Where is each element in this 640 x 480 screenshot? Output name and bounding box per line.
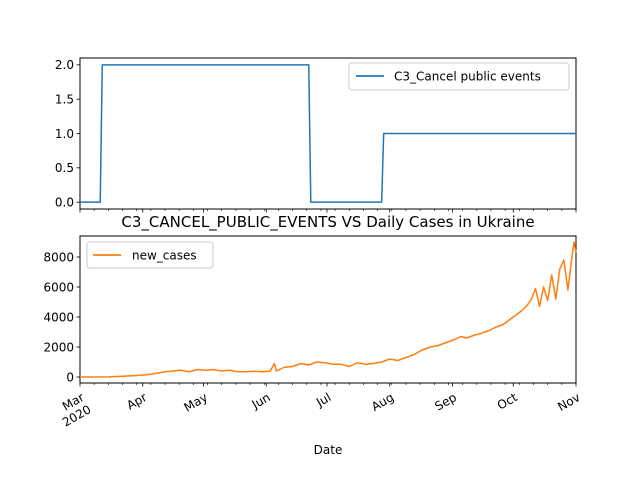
top-series-line-0: [80, 64, 576, 203]
top-y-tick-label: 1.0: [55, 127, 74, 141]
x-tick-label: Jun: [249, 390, 273, 412]
bottom-series: [79, 241, 577, 378]
top-subplot: 0.0 0.5 1.0 1.5 2.0 C3_Cancel public events: [55, 57, 577, 213]
x-tick-label-group: Nov: [555, 390, 582, 414]
x-tick-label: Nov: [555, 390, 582, 414]
bottom-legend: new_cases: [86, 241, 214, 269]
x-tick-label-group: Apr: [124, 390, 149, 413]
bottom-y-tick-label: 4000: [43, 310, 74, 324]
x-tick-label: Apr: [124, 390, 149, 413]
top-y-tick-label: 0.5: [55, 161, 74, 175]
x-tick-label-group: Oct: [495, 390, 520, 413]
x-axis-label: Date: [314, 443, 343, 457]
bottom-legend-box: [86, 241, 214, 269]
bottom-subplot: C3_CANCEL_PUBLIC_EVENTS VS Daily Cases i…: [43, 213, 582, 457]
chart-title: C3_CANCEL_PUBLIC_EVENTS VS Daily Cases i…: [121, 213, 534, 232]
top-x-axis: [79, 209, 577, 213]
x-tick-label-group: May: [182, 390, 210, 415]
x-tick-label-group: Jun: [249, 390, 273, 412]
top-y-axis: 0.0 0.5 1.0 1.5 2.0: [55, 58, 80, 209]
x-tick-label-group: Jul: [313, 390, 333, 410]
top-y-tick-label: 0.0: [55, 195, 74, 209]
top-legend-label: C3_Cancel public events: [394, 70, 541, 84]
bottom-legend-label: new_cases: [132, 249, 197, 263]
bottom-y-tick-label: 8000: [43, 250, 74, 264]
top-legend-box: [348, 62, 570, 91]
bottom-series-line-0: [79, 241, 577, 378]
bottom-plot-frame: [79, 235, 577, 384]
bottom-y-tick-label: 6000: [43, 280, 74, 294]
top-series: [80, 64, 576, 203]
bottom-y-tick-label: 0: [66, 370, 74, 384]
x-tick-label: Sep: [432, 390, 459, 413]
bottom-y-axis: 0 2000 4000 6000 8000: [43, 250, 80, 384]
x-tick-label: May: [182, 390, 210, 415]
top-y-tick-label: 1.5: [55, 92, 74, 106]
top-y-tick-label: 2.0: [55, 58, 74, 72]
x-tick-label: Oct: [495, 390, 520, 413]
top-legend: C3_Cancel public events: [348, 62, 570, 91]
bottom-y-tick-label: 2000: [43, 340, 74, 354]
x-tick-label-group: Sep: [432, 390, 459, 413]
x-tick-label: Aug: [369, 390, 396, 414]
x-tick-label: Jul: [313, 390, 333, 410]
x-tick-label-group: Aug: [369, 390, 396, 414]
